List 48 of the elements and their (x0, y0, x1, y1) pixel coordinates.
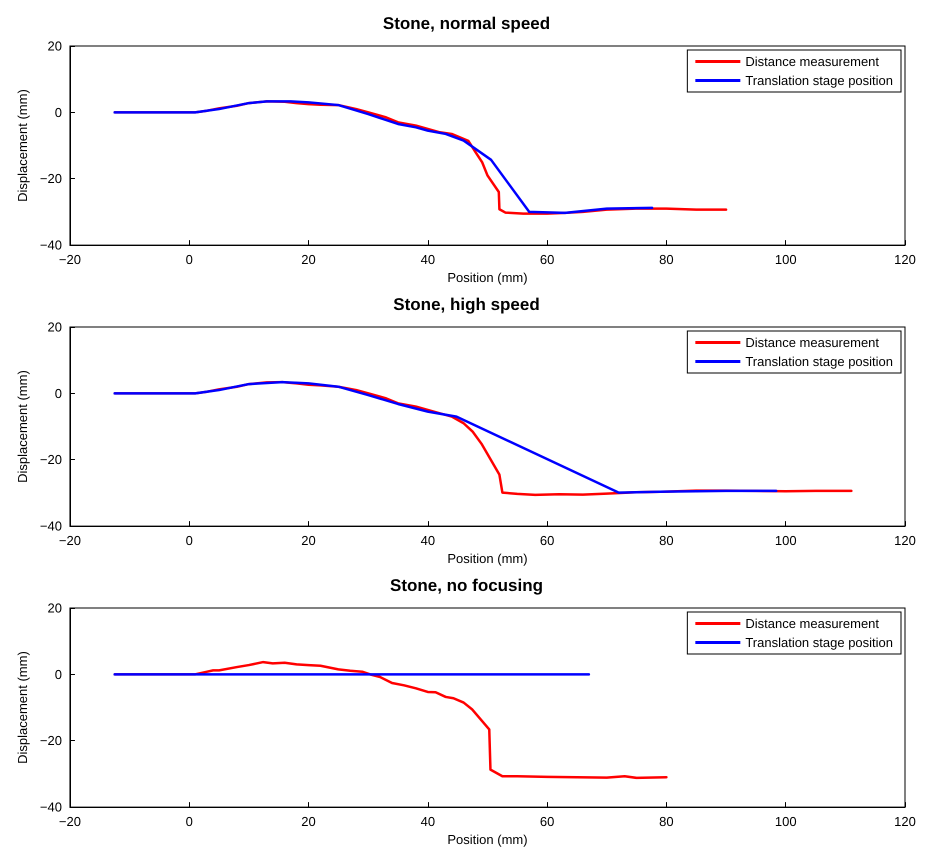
x-tick-label: 120 (894, 814, 916, 830)
legend-label: Distance measurement (745, 54, 880, 69)
y-tick-label: −40 (40, 238, 62, 253)
y-axis-title: Displacement (mm) (15, 651, 30, 764)
x-tick-label: 40 (420, 533, 436, 548)
x-tick-label: 120 (894, 533, 916, 548)
y-tick-label: −20 (40, 452, 62, 468)
y-tick-label: 0 (54, 666, 62, 682)
x-tick-label: 0 (186, 814, 193, 830)
y-tick-label: 20 (47, 38, 62, 54)
chart-title: Stone, no focusing (390, 576, 543, 595)
y-axis-title: Displacement (mm) (15, 370, 30, 483)
x-tick-label: 80 (659, 814, 674, 830)
chart-title: Stone, high speed (393, 295, 540, 314)
legend-label: Translation stage position (745, 354, 894, 369)
y-tick-label: 0 (54, 104, 62, 120)
y-tick-label: −20 (40, 733, 62, 748)
legend-label: Distance measurement (745, 616, 880, 631)
y-tick-label: −20 (40, 171, 62, 186)
chart-title: Stone, normal speed (382, 14, 550, 33)
y-tick-label: −40 (40, 518, 62, 534)
x-axis-title: Position (mm) (447, 270, 528, 285)
x-tick-label: 100 (774, 533, 797, 548)
x-tick-label: 60 (540, 814, 554, 830)
y-tick-label: 20 (47, 600, 62, 616)
y-axis-title: Displacement (mm) (15, 89, 30, 202)
x-tick-label: 40 (420, 814, 436, 830)
x-tick-label: 20 (301, 533, 316, 548)
y-tick-label: 0 (54, 386, 62, 401)
x-tick-label: 0 (186, 252, 193, 268)
x-tick-label: 0 (186, 533, 193, 548)
x-tick-label: 80 (659, 533, 674, 548)
x-tick-label: 60 (540, 252, 554, 268)
legend-label: Translation stage position (745, 73, 894, 88)
x-tick-label: 120 (894, 252, 916, 268)
x-tick-label: 80 (659, 252, 674, 268)
y-tick-label: −40 (40, 800, 62, 815)
x-tick-label: 20 (301, 814, 316, 830)
x-tick-label: 100 (774, 814, 797, 830)
x-tick-label: 60 (540, 533, 554, 548)
x-axis-title: Position (mm) (447, 551, 528, 566)
legend-label: Distance measurement (745, 335, 880, 350)
y-tick-label: 20 (47, 320, 62, 334)
x-tick-label: 100 (774, 252, 797, 268)
x-tick-label: 20 (301, 252, 316, 268)
x-tick-label: 40 (420, 252, 436, 268)
legend-label: Translation stage position (745, 635, 894, 650)
x-axis-title: Position (mm) (447, 832, 528, 847)
